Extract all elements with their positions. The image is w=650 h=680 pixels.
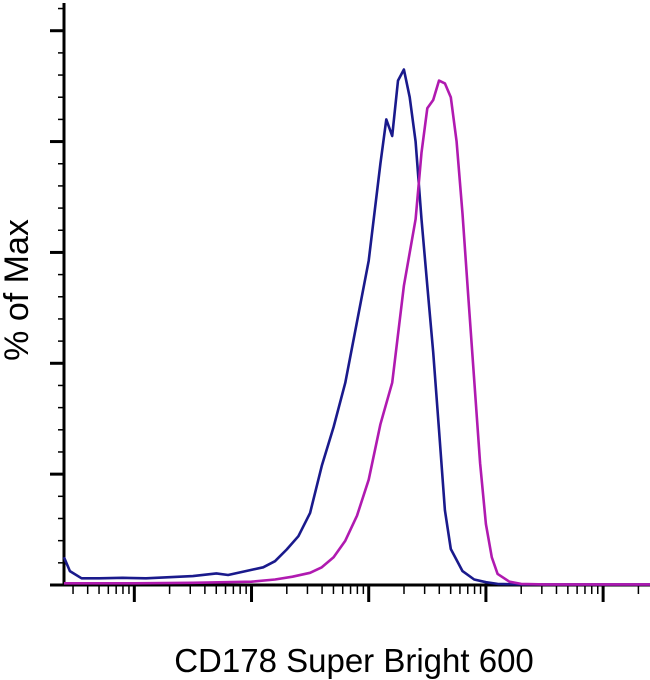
x-axis-label: CD178 Super Bright 600 (174, 642, 534, 679)
y-axis-label: % of Max (0, 219, 36, 361)
series-group (62, 68, 650, 586)
series-line-2 (64, 79, 650, 586)
series-line-1 (62, 68, 650, 586)
axes-group (50, 3, 650, 602)
